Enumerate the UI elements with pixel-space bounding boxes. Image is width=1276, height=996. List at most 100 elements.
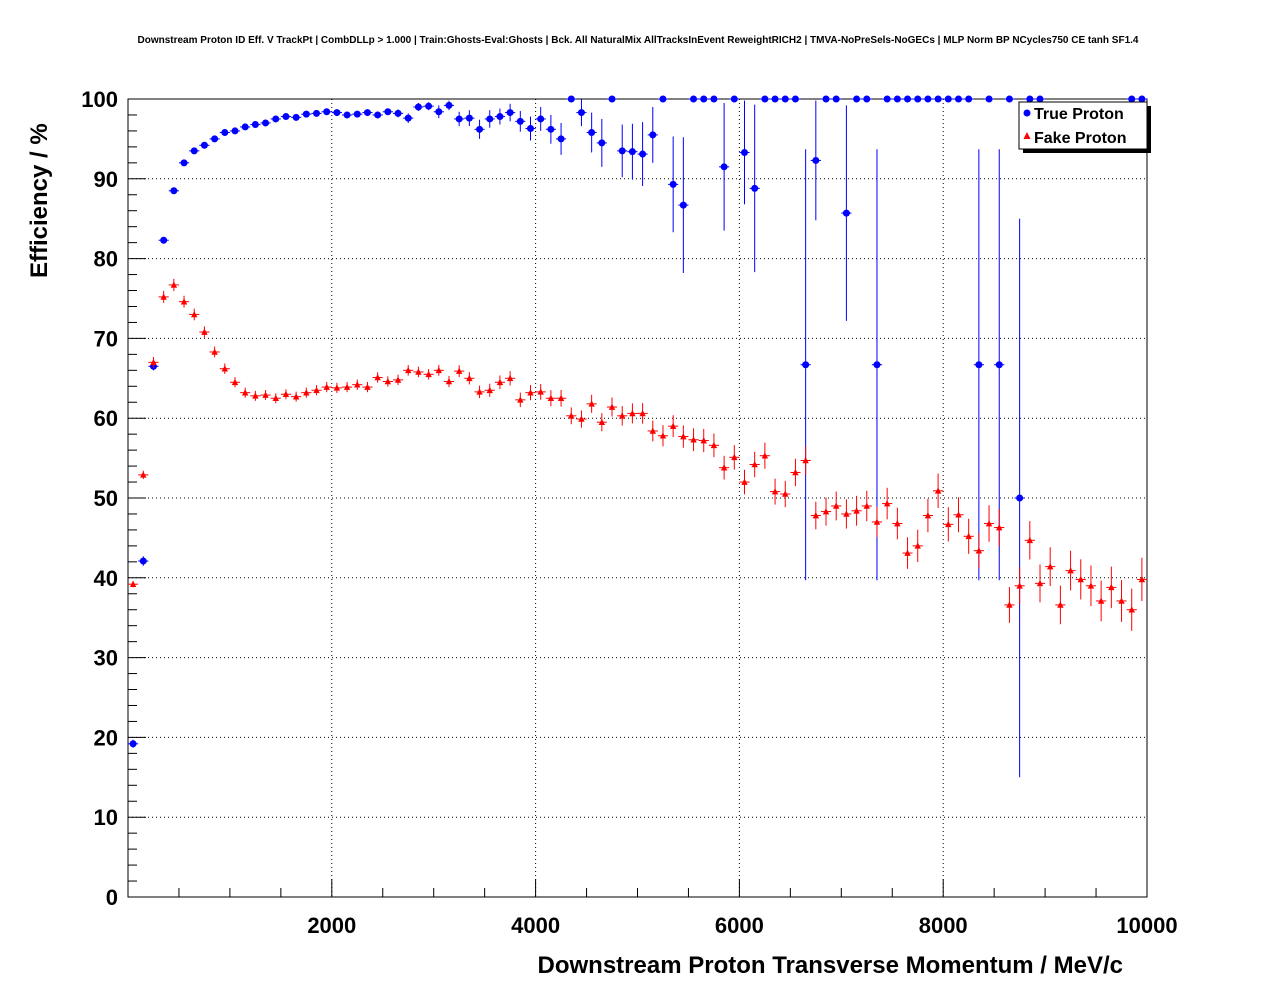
data-point bbox=[914, 542, 921, 549]
data-point bbox=[415, 368, 422, 375]
data-point bbox=[191, 310, 198, 318]
data-point bbox=[496, 378, 504, 386]
data-point bbox=[883, 95, 891, 103]
data-point bbox=[333, 109, 341, 117]
data-point bbox=[425, 370, 432, 378]
data-point bbox=[231, 378, 239, 386]
x-tick-label: 6000 bbox=[715, 913, 764, 938]
data-point bbox=[180, 298, 188, 305]
data-point bbox=[802, 361, 810, 369]
data-point bbox=[1138, 95, 1146, 103]
plot-frame bbox=[127, 98, 1148, 898]
data-point bbox=[598, 418, 606, 425]
data-point bbox=[486, 386, 493, 394]
data-point bbox=[690, 436, 697, 443]
data-point bbox=[1036, 95, 1044, 103]
data-point bbox=[476, 388, 483, 395]
data-point bbox=[679, 201, 687, 209]
grid bbox=[128, 99, 1147, 897]
data-point bbox=[873, 518, 881, 525]
data-point bbox=[833, 502, 840, 509]
data-point bbox=[934, 487, 942, 494]
data-point bbox=[1026, 95, 1034, 103]
data-point bbox=[354, 381, 361, 388]
data-point bbox=[1046, 563, 1054, 570]
legend: True Proton Fake Proton bbox=[1018, 101, 1151, 153]
legend-label-fake-proton: Fake Proton bbox=[1034, 130, 1126, 147]
data-point bbox=[700, 437, 707, 444]
data-point bbox=[720, 464, 728, 471]
data-point bbox=[995, 361, 1003, 369]
data-point bbox=[975, 361, 983, 369]
data-point bbox=[588, 400, 595, 407]
data-point bbox=[384, 377, 392, 385]
data-point bbox=[527, 389, 534, 396]
y-tick-label: 80 bbox=[94, 247, 118, 272]
data-point bbox=[353, 110, 361, 118]
data-point bbox=[761, 452, 769, 459]
data-point bbox=[904, 549, 911, 556]
data-point bbox=[904, 95, 912, 103]
tick-labels: 2000 4000 6000 8000 10000 0 10 20 30 40 50 60 70 80 90… bbox=[81, 87, 1177, 938]
data-point bbox=[333, 384, 341, 391]
data-point bbox=[404, 114, 412, 122]
data-point bbox=[455, 115, 463, 123]
data-series bbox=[128, 95, 1147, 778]
data-point bbox=[1087, 582, 1095, 589]
data-point bbox=[252, 392, 259, 399]
data-point bbox=[588, 129, 596, 137]
data-point bbox=[323, 383, 330, 390]
data-point bbox=[567, 95, 575, 103]
data-point bbox=[883, 500, 891, 507]
data-point bbox=[313, 109, 321, 117]
data-point bbox=[343, 111, 351, 119]
data-point bbox=[914, 95, 922, 103]
y-tick-label: 30 bbox=[94, 646, 118, 671]
data-point bbox=[211, 135, 219, 143]
data-point bbox=[527, 125, 535, 133]
data-point bbox=[669, 422, 677, 429]
data-point bbox=[425, 102, 433, 110]
data-point bbox=[231, 127, 239, 135]
data-point bbox=[639, 150, 647, 158]
data-point bbox=[741, 478, 748, 485]
data-point bbox=[313, 386, 320, 394]
y-tick-label: 20 bbox=[94, 725, 118, 750]
x-tick-label: 8000 bbox=[919, 913, 968, 938]
data-point bbox=[1036, 579, 1044, 587]
data-point bbox=[557, 135, 565, 143]
data-point bbox=[771, 95, 779, 103]
y-tick-label: 70 bbox=[94, 326, 118, 351]
data-point bbox=[771, 488, 779, 495]
data-point bbox=[608, 403, 616, 410]
data-point bbox=[924, 512, 932, 519]
y-tick-label: 40 bbox=[94, 566, 118, 591]
data-point bbox=[486, 115, 494, 123]
legend-marker-fake-proton bbox=[1023, 132, 1031, 139]
data-point bbox=[466, 374, 473, 382]
data-point bbox=[577, 109, 585, 117]
y-tick-label: 0 bbox=[106, 885, 118, 910]
data-point bbox=[150, 358, 157, 366]
data-point bbox=[140, 471, 147, 478]
data-point bbox=[445, 377, 453, 385]
data-point bbox=[1097, 597, 1105, 604]
data-point bbox=[1026, 536, 1034, 544]
data-point bbox=[924, 95, 932, 103]
data-point bbox=[282, 113, 290, 121]
data-point bbox=[303, 389, 310, 396]
data-point bbox=[1016, 494, 1024, 502]
data-point bbox=[1138, 575, 1146, 583]
data-point bbox=[292, 113, 300, 121]
data-point bbox=[843, 510, 850, 517]
data-point bbox=[272, 115, 280, 123]
data-point bbox=[954, 95, 962, 103]
data-point bbox=[200, 141, 208, 149]
data-point bbox=[822, 508, 830, 515]
data-point bbox=[720, 163, 728, 171]
y-tick-label: 60 bbox=[94, 406, 118, 431]
data-point bbox=[934, 95, 942, 103]
data-point bbox=[139, 557, 147, 565]
data-point bbox=[414, 103, 422, 111]
